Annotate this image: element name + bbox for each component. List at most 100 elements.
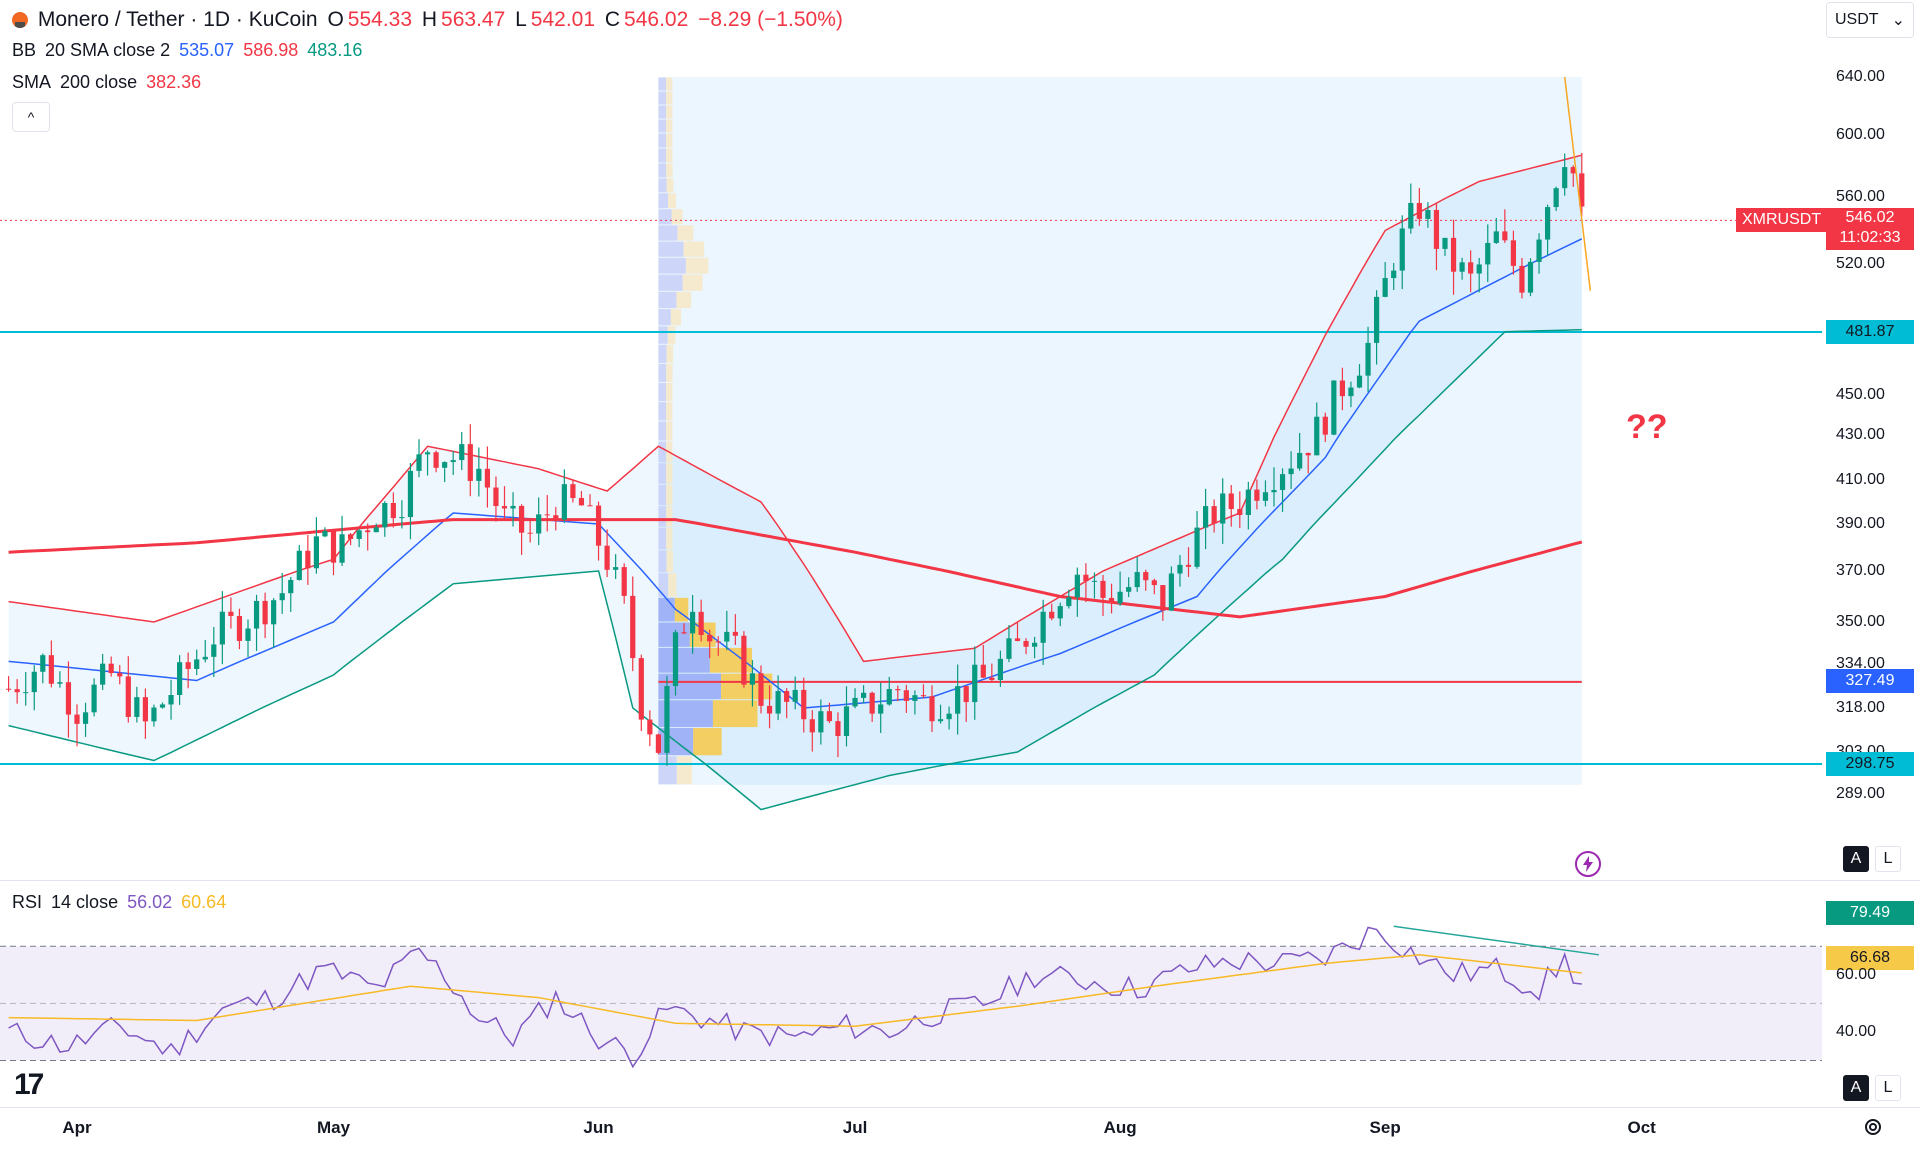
volume-profile-bar: [666, 344, 674, 363]
candle-body: [672, 632, 679, 687]
candle-body: [1160, 585, 1166, 611]
candle-body: [40, 655, 46, 672]
candle-body: [1305, 452, 1311, 456]
rsi-auto-scale-button[interactable]: A: [1843, 1075, 1869, 1101]
candle-body: [937, 719, 944, 722]
candle-body: [1502, 231, 1508, 241]
candle-body: [1450, 237, 1457, 272]
candle-body: [142, 697, 148, 722]
candle-body: [1245, 489, 1251, 516]
volume-profile-bar: [658, 463, 667, 484]
bb-lower-value: 483.16: [307, 40, 363, 60]
candle-body: [1527, 261, 1534, 293]
volume-profile-bar: [666, 363, 673, 382]
candle-body: [1254, 489, 1260, 501]
candle-body: [741, 635, 747, 685]
candle-body: [1237, 509, 1243, 516]
candle-body: [826, 711, 832, 722]
candle-body: [1049, 611, 1055, 619]
sma-value: 382.36: [146, 72, 202, 92]
volume-profile-bar: [658, 309, 671, 326]
sma200-line: [8, 518, 1583, 619]
candle-body: [1185, 564, 1192, 567]
candle-body: [1134, 572, 1140, 588]
sma-legend[interactable]: SMA 200 close 382.36: [12, 72, 205, 93]
collapse-legend-button[interactable]: ^: [12, 102, 50, 132]
candle-body: [1476, 264, 1482, 274]
time-axis-label: Sep: [1369, 1118, 1401, 1137]
gear-icon[interactable]: [1862, 1116, 1884, 1138]
candle-body: [997, 658, 1003, 681]
bb-upper-line: [8, 154, 1582, 663]
candle-body: [1100, 580, 1106, 598]
volume-profile-bar: [676, 756, 692, 785]
candle-body: [1288, 468, 1294, 475]
time-axis-label: Jun: [583, 1118, 614, 1137]
candle-body: [271, 600, 277, 625]
candle-body: [587, 505, 593, 507]
volume-profile-bar: [658, 326, 668, 344]
volume-profile-bar: [666, 550, 674, 573]
candle-body: [1553, 188, 1559, 208]
candle-body: [1493, 231, 1499, 243]
candle-body: [1177, 564, 1183, 574]
volume-profile-bar: [658, 527, 667, 550]
rsi-legend[interactable]: RSI 14 close 56.02 60.64: [12, 892, 230, 913]
candle-body: [527, 532, 533, 534]
candle-body: [339, 534, 345, 563]
rsi-divergence-line: [1393, 925, 1600, 956]
rsi-axis-label: 40.00: [1836, 1022, 1877, 1040]
candle-body: [1271, 490, 1277, 493]
volume-profile-bar: [677, 225, 694, 241]
price-axis-label: 289.00: [1836, 785, 1885, 802]
candle-body: [1074, 574, 1080, 598]
candle-body: [1485, 242, 1491, 265]
candle-body: [578, 497, 585, 506]
candle-body: [305, 550, 311, 569]
volume-profile-bar: [667, 326, 676, 344]
candle-body: [1297, 452, 1303, 469]
symbol-title[interactable]: Monero / Tether · 1D · KuCoin: [37, 8, 318, 31]
candle-body: [561, 484, 567, 520]
currency-select[interactable]: USDT ⌄: [1826, 2, 1914, 38]
candle-body: [852, 697, 858, 707]
volume-profile-bar: [670, 309, 682, 326]
candle-body: [1442, 237, 1448, 249]
volume-profile-bar: [658, 484, 667, 506]
candle-body: [296, 550, 302, 580]
volume-profile-bar: [658, 573, 669, 597]
candle-body: [382, 503, 388, 528]
candle-body: [23, 692, 29, 694]
candle-body: [262, 600, 268, 625]
candle-body: [151, 707, 157, 722]
pane-divider[interactable]: [0, 880, 1920, 881]
price-axis-label: 600.00: [1836, 126, 1885, 143]
candle-body: [544, 514, 550, 516]
candle-body: [219, 611, 225, 645]
rsi-log-scale-button[interactable]: L: [1875, 1075, 1901, 1101]
candle-body: [724, 631, 730, 642]
question-annotation[interactable]: ??: [1626, 408, 1668, 446]
bb-legend[interactable]: BB 20 SMA close 2 535.07 586.98 483.16: [12, 40, 366, 61]
candle-body: [912, 695, 918, 701]
candle-body: [792, 689, 798, 702]
volume-profile-bar: [666, 163, 673, 178]
lightning-icon[interactable]: [1574, 850, 1602, 878]
volume-profile-bar: [666, 527, 673, 550]
candle-body: [433, 452, 439, 468]
candle-body: [202, 656, 208, 660]
log-scale-button[interactable]: L: [1875, 846, 1901, 872]
candle-body: [1365, 342, 1371, 376]
volume-profile-bar: [658, 291, 677, 309]
auto-scale-button[interactable]: A: [1843, 846, 1869, 872]
volume-profile-bar: [658, 225, 678, 241]
candle-body: [424, 452, 431, 455]
candle-body: [1083, 574, 1089, 582]
candle-body: [168, 695, 174, 705]
volume-profile-bar: [658, 274, 683, 291]
high-label: H: [421, 8, 438, 31]
tradingview-logo[interactable]: 17: [14, 1068, 44, 1101]
candle-body: [989, 677, 995, 681]
